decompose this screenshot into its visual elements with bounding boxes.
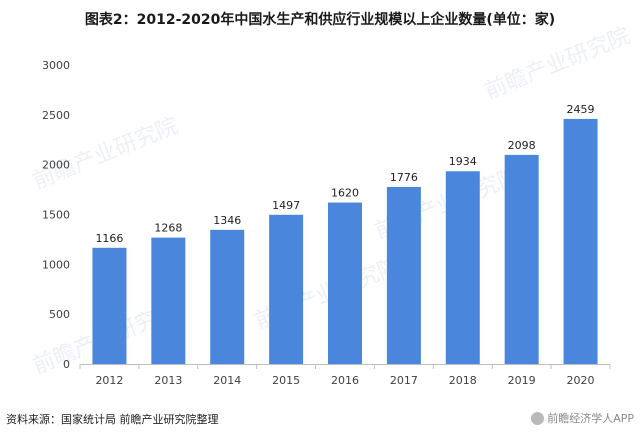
data-label-2017: 1776: [390, 171, 418, 184]
x-tick-label-2019: 2019: [508, 374, 536, 387]
bar-2013: [151, 237, 186, 364]
bar-2015: [269, 214, 304, 364]
y-tick-label: 1000: [42, 258, 70, 271]
y-tick-label: 2500: [42, 109, 70, 122]
data-labels-group: 1166 1268 1346 1497 1620 1776 1934 2098 2459: [95, 103, 594, 245]
x-tick-label-2014: 2014: [213, 374, 241, 387]
source-note: 资料来源：国家统计局 前瞻产业研究院整理: [6, 413, 219, 426]
chart-title: 图表2：2012-2020年中国水生产和供应行业规模以上企业数量(单位：家): [84, 12, 556, 28]
x-tick-label-2016: 2016: [331, 374, 359, 387]
y-tick-label: 2000: [42, 159, 70, 172]
watermark-text: 前瞻产业研究院: [481, 24, 633, 105]
corner-watermark: 前瞻经济学人APP: [531, 410, 634, 426]
data-label-2012: 1166: [95, 232, 123, 245]
data-label-2019: 2098: [508, 139, 536, 152]
bars-group: [92, 118, 598, 364]
bar-2018: [445, 171, 480, 364]
corner-watermark-text: 前瞻经济学人APP: [547, 412, 634, 425]
bar-2016: [328, 202, 362, 364]
y-tick-label: 500: [49, 308, 70, 321]
bar-2014: [210, 229, 245, 364]
data-label-2018: 1934: [449, 155, 477, 168]
data-label-2015: 1497: [272, 199, 300, 212]
bar-2012: [92, 247, 127, 364]
x-tick-label-2017: 2017: [390, 374, 418, 387]
watermark-text: 前瞻产业研究院: [29, 114, 181, 195]
x-tick-label-2018: 2018: [449, 374, 477, 387]
bar-2019: [504, 154, 539, 364]
y-axis: 0 500 1000 1500 2000 2500 3000: [42, 59, 70, 371]
y-tick-label: 0: [63, 358, 70, 371]
data-label-2016: 1620: [331, 187, 359, 200]
brand-logo-icon: [531, 411, 545, 425]
x-tick-label-2015: 2015: [272, 374, 300, 387]
data-label-2014: 1346: [213, 214, 241, 227]
x-tick-label-2012: 2012: [95, 374, 123, 387]
bar-2017: [386, 186, 421, 364]
y-tick-label: 3000: [42, 59, 70, 72]
data-label-2020: 2459: [567, 103, 595, 116]
x-axis: 2012 2013 2014 2015 2016 2017 2018 2019 2020: [79, 364, 611, 387]
y-tick-label: 1500: [42, 209, 70, 222]
x-tick-label-2013: 2013: [154, 374, 182, 387]
bar-2020: [563, 118, 598, 364]
data-label-2013: 1268: [154, 222, 182, 235]
x-tick-label-2020: 2020: [567, 374, 595, 387]
